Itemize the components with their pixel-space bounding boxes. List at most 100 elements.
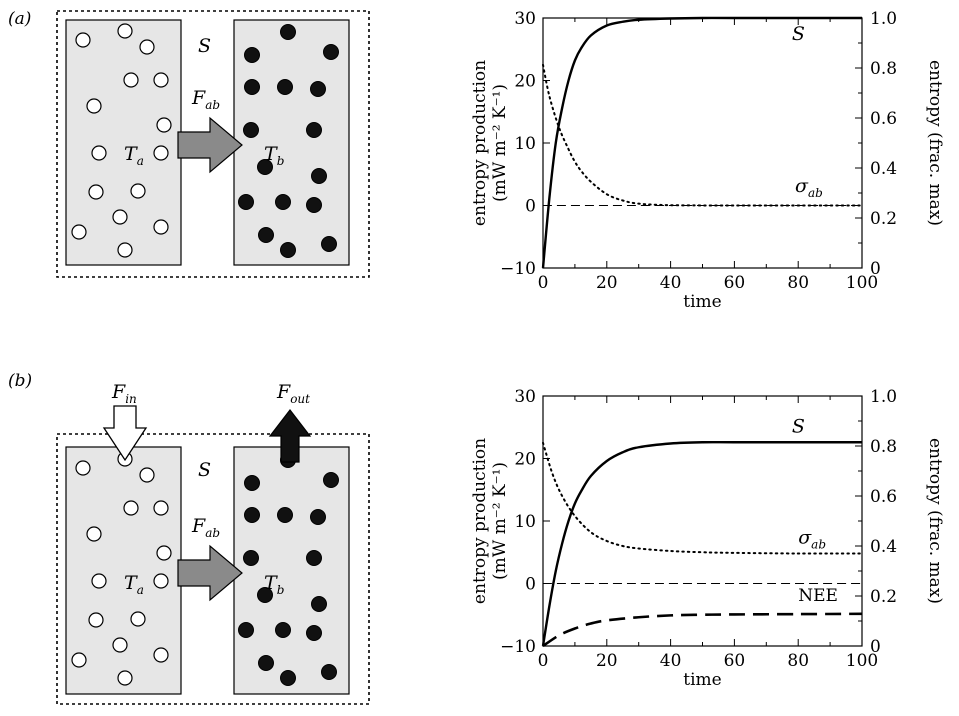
y-axis-label: entropy production (470, 60, 490, 226)
particle-b (238, 194, 254, 210)
x-axis-label: time (683, 292, 721, 312)
y-axis-label-units: (mW m⁻² K⁻¹) (490, 462, 510, 580)
y2-tick-label: 0.2 (870, 587, 897, 607)
y2-tick-label: 1.0 (870, 387, 897, 407)
y2-tick-label: 0.6 (870, 109, 897, 129)
series-ab-line (542, 441, 863, 555)
particle-b (280, 24, 296, 40)
box-b-temperature: Tb (264, 572, 284, 597)
particle-a (139, 467, 155, 483)
flux-label: Fab (191, 87, 220, 112)
outflow-arrow-icon (268, 409, 312, 463)
plot-frame (542, 395, 863, 647)
system-boundary (56, 433, 370, 705)
particle-b (258, 655, 274, 671)
series-ab-line (542, 63, 863, 207)
x-tick-label: 0 (538, 273, 549, 293)
particle-a (88, 612, 104, 628)
y-axis-label: entropy production (470, 438, 490, 604)
particle-b (244, 79, 260, 95)
particle-a (117, 23, 133, 39)
particle-a (153, 647, 169, 663)
series-nee-line (542, 612, 863, 648)
particle-b (311, 168, 327, 184)
series-s-line (541, 16, 862, 269)
particle-b (244, 475, 260, 491)
x-tick-label: 60 (724, 273, 746, 293)
x-tick-label: 60 (724, 651, 746, 671)
x-tick-label: 80 (787, 273, 809, 293)
plot-frame (542, 17, 863, 269)
y-tick-label: 10 (514, 134, 536, 154)
particle-a (71, 224, 87, 240)
y2-tick-label: 0 (870, 259, 881, 279)
particle-b (310, 81, 326, 97)
particle-b (275, 622, 291, 638)
x-tick-label: 80 (787, 651, 809, 671)
particle-a (71, 652, 87, 668)
flux-arrow-icon (177, 116, 243, 174)
particle-b (321, 236, 337, 252)
panel-a-chart: 0 20 40 60 80 100−10010203000.20.40.60.81.0ti… (470, 9, 945, 312)
particle-b (243, 122, 259, 138)
system-label: S (198, 459, 211, 481)
box-b-particles (238, 24, 339, 258)
y2-tick-label: 0.4 (870, 537, 897, 557)
particle-a (91, 573, 107, 589)
particle-a (75, 32, 91, 48)
x-tick-label: 40 (660, 651, 682, 671)
particle-b (306, 122, 322, 138)
outflow-label: Fout (276, 381, 310, 406)
panel-b-diagram: (b) Fab S Ta Tb Fin Fout (8, 371, 370, 705)
particle-b (243, 550, 259, 566)
particle-b (244, 507, 260, 523)
series-annotation: S (792, 415, 805, 437)
particle-b (323, 44, 339, 60)
particle-a (91, 145, 107, 161)
particle-a (153, 72, 169, 88)
particle-a (86, 526, 102, 542)
particle-a (112, 637, 128, 653)
inflow-arrow-icon (102, 405, 148, 462)
y-tick-label: 10 (514, 512, 536, 532)
particle-a (123, 500, 139, 516)
particle-b (277, 79, 293, 95)
y2-tick-label: 0.2 (870, 209, 897, 229)
box-b-temperature: Tb (264, 143, 284, 168)
box-a-temperature: Ta (124, 143, 144, 168)
x-tick-label: 40 (660, 273, 682, 293)
y-tick-label: −10 (500, 637, 536, 657)
particle-b (238, 622, 254, 638)
particle-a (130, 611, 146, 627)
y2-tick-label: 0.4 (870, 159, 897, 179)
flux-label: Fab (191, 515, 220, 540)
box-a-particles (71, 451, 172, 686)
y-tick-label: 20 (514, 450, 536, 470)
particle-b (321, 664, 337, 680)
particle-b (257, 159, 273, 175)
panel-b-chart: 0 20 40 60 80 100−10010203000.20.40.60.81.0ti… (470, 387, 945, 690)
particle-b (277, 507, 293, 523)
series-s-line (541, 440, 862, 647)
y2-tick-label: 0.6 (870, 487, 897, 507)
particle-a (86, 98, 102, 114)
x-tick-label: 0 (538, 651, 549, 671)
x-tick-label: 20 (596, 651, 618, 671)
particle-a (153, 500, 169, 516)
box-a-temperature: Ta (124, 572, 144, 597)
y-tick-label: 20 (514, 72, 536, 92)
particle-b (275, 194, 291, 210)
particle-b (280, 670, 296, 686)
y-tick-label: 30 (514, 387, 536, 407)
particle-a (123, 72, 139, 88)
y2-tick-label: 0.8 (870, 437, 897, 457)
y2-tick-label: 1.0 (870, 9, 897, 29)
particle-b (244, 47, 260, 63)
inflow-label: Fin (111, 381, 137, 406)
particle-a (130, 183, 146, 199)
x-tick-label: 100 (846, 273, 878, 293)
particle-a (156, 117, 172, 133)
panel-a-label: (a) (8, 9, 31, 29)
y2-axis-label: entropy (frac. max) (925, 60, 945, 226)
